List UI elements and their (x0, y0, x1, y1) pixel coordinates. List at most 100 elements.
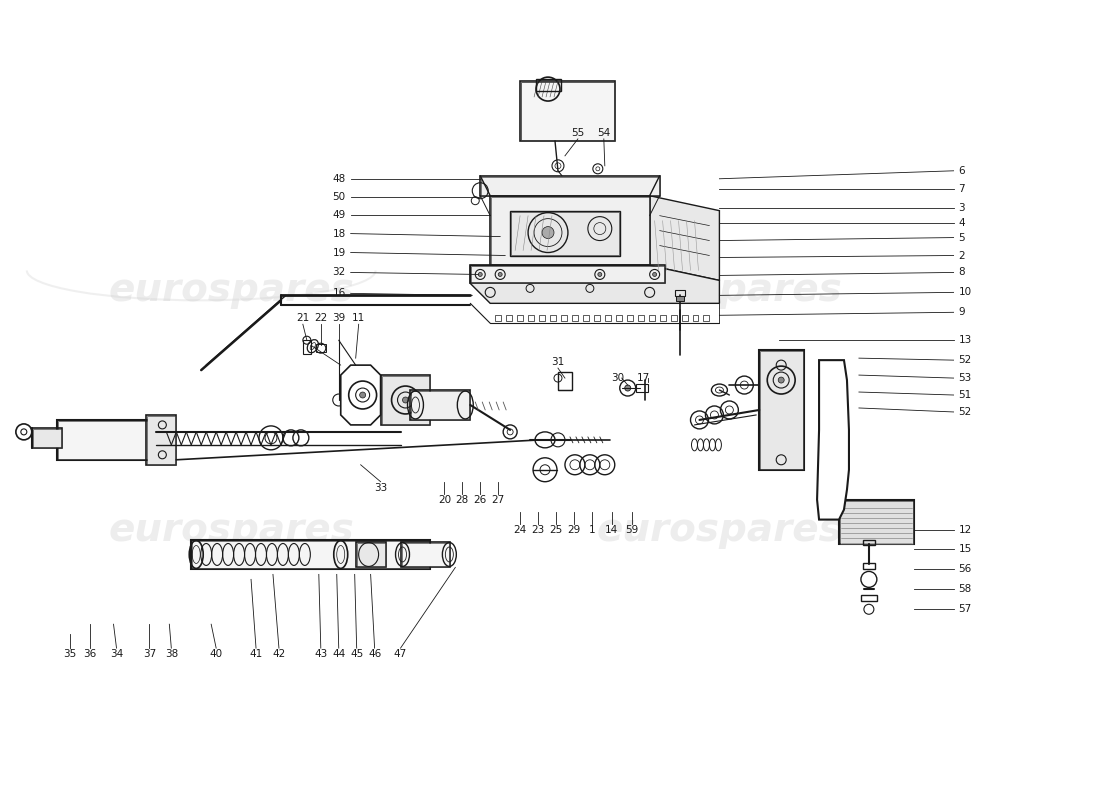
Text: 7: 7 (958, 184, 965, 194)
Text: eurospares: eurospares (596, 510, 843, 549)
Polygon shape (471, 266, 719, 303)
Bar (512, 212, 619, 254)
Circle shape (625, 385, 630, 391)
Circle shape (542, 226, 554, 238)
Bar (660, 315, 666, 322)
Bar (862, 563, 874, 570)
Circle shape (652, 273, 657, 277)
Text: 41: 41 (250, 649, 263, 659)
Bar (356, 542, 385, 566)
Bar (572, 315, 578, 322)
Bar (495, 315, 502, 322)
Text: 14: 14 (605, 525, 618, 534)
Text: 35: 35 (63, 649, 76, 659)
Bar (840, 501, 913, 543)
Bar (146, 415, 176, 465)
Text: 49: 49 (332, 210, 345, 220)
Text: 38: 38 (165, 649, 178, 659)
Text: 54: 54 (597, 128, 611, 138)
Text: 36: 36 (82, 649, 96, 659)
Bar (510, 210, 619, 255)
Bar (759, 350, 804, 470)
Text: 20: 20 (438, 494, 451, 505)
Bar (382, 376, 429, 424)
Bar (57, 420, 156, 460)
Text: 48: 48 (332, 174, 345, 184)
Bar (558, 372, 572, 390)
Bar (355, 542, 386, 567)
Bar (481, 176, 660, 196)
Text: 18: 18 (332, 229, 345, 238)
Text: 23: 23 (531, 525, 544, 534)
Bar (649, 315, 654, 322)
Bar (605, 315, 610, 322)
Bar (638, 315, 644, 322)
Text: 10: 10 (958, 287, 971, 298)
Bar (550, 315, 556, 322)
Bar (594, 315, 600, 322)
Text: 39: 39 (332, 314, 345, 323)
Bar (521, 82, 614, 140)
Text: 3: 3 (958, 202, 965, 213)
Text: 4: 4 (958, 218, 965, 228)
Bar (536, 79, 561, 91)
Text: 52: 52 (958, 355, 971, 365)
Bar (492, 197, 649, 265)
Bar (491, 196, 650, 266)
Bar (674, 290, 684, 296)
Text: 37: 37 (143, 649, 156, 659)
Bar (616, 315, 622, 322)
Bar (481, 177, 659, 194)
Bar (760, 351, 803, 469)
Text: 40: 40 (210, 649, 222, 659)
Text: 51: 51 (958, 390, 971, 400)
Bar (693, 315, 698, 322)
Circle shape (825, 371, 833, 379)
Bar (410, 390, 471, 420)
Text: 56: 56 (958, 565, 971, 574)
Text: 8: 8 (958, 267, 965, 278)
Text: 32: 32 (332, 267, 345, 278)
Text: 43: 43 (315, 649, 328, 659)
Text: 19: 19 (332, 247, 345, 258)
Text: 28: 28 (455, 494, 469, 505)
Bar (517, 315, 524, 322)
Text: 15: 15 (958, 545, 971, 554)
Bar (57, 421, 155, 458)
Bar (471, 266, 663, 282)
Bar (32, 428, 62, 448)
Circle shape (360, 392, 365, 398)
Bar (704, 315, 710, 322)
Text: eurospares: eurospares (108, 271, 354, 310)
Text: 34: 34 (110, 649, 123, 659)
Bar (302, 340, 311, 354)
Bar (402, 542, 450, 566)
Polygon shape (650, 196, 719, 281)
Bar (561, 315, 566, 322)
Text: 5: 5 (958, 233, 965, 242)
Text: 55: 55 (571, 128, 584, 138)
Text: 45: 45 (350, 649, 363, 659)
Bar (539, 315, 544, 322)
Bar (682, 315, 688, 322)
Polygon shape (341, 365, 381, 425)
Bar (520, 81, 615, 141)
Text: 16: 16 (332, 288, 345, 298)
Text: 58: 58 (958, 584, 971, 594)
Text: 12: 12 (958, 525, 971, 534)
Bar (192, 541, 429, 569)
Bar (627, 315, 632, 322)
Text: 26: 26 (474, 494, 487, 505)
Bar (528, 315, 535, 322)
Text: 9: 9 (958, 307, 965, 318)
Bar (862, 539, 874, 546)
Text: 42: 42 (273, 649, 286, 659)
Text: 50: 50 (332, 192, 345, 202)
Text: 6: 6 (958, 166, 965, 176)
Text: 29: 29 (568, 525, 581, 534)
Bar (506, 315, 513, 322)
Bar (33, 429, 60, 447)
Polygon shape (817, 360, 849, 519)
Text: 52: 52 (958, 407, 971, 417)
Bar (316, 344, 326, 352)
